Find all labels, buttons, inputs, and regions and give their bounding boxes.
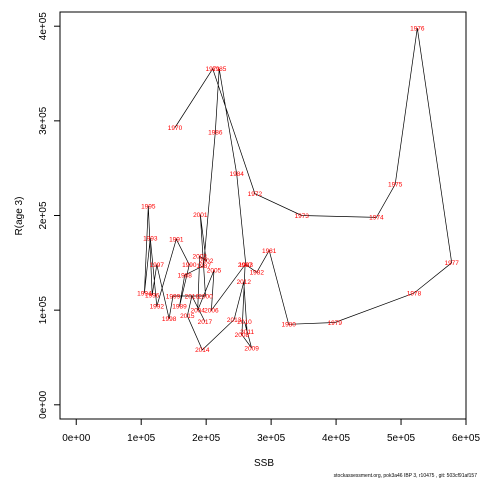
point-label-2009: 2009: [244, 345, 259, 352]
point-label-1995: 1995: [141, 203, 156, 210]
point-label-1996: 1996: [145, 292, 160, 299]
point-label-1992: 1992: [150, 304, 165, 311]
point-label-1975: 1975: [388, 182, 403, 189]
point-label-2008: 2008: [235, 332, 250, 339]
point-label-1979: 1979: [328, 320, 343, 327]
point-label-1985: 1985: [212, 66, 227, 73]
x-axis-title: SSB: [254, 458, 274, 469]
x-tick-label: 6e+05: [452, 433, 480, 444]
point-label-1993: 1993: [143, 236, 158, 243]
point-label-1974: 1974: [369, 215, 384, 222]
point-label-2014: 2014: [195, 347, 210, 354]
y-axis: 0e+00 1e+05 2e+05 3e+05 4e+05: [38, 12, 60, 419]
point-label-2013: 2013: [227, 317, 242, 324]
point-label-1976: 1976: [410, 25, 425, 32]
point-label-1984: 1984: [229, 171, 244, 178]
x-tick-label: 4e+05: [322, 433, 351, 444]
point-label-2000: 2000: [198, 293, 213, 300]
point-label-1980: 1980: [281, 322, 296, 329]
point-label-2007: 2007: [238, 262, 253, 269]
point-label-2006: 2006: [204, 308, 219, 315]
point-label-2015: 2015: [180, 313, 195, 320]
point-label-1988: 1988: [177, 272, 192, 279]
point-label-1983: 1983: [239, 262, 254, 269]
point-label-1991: 1991: [169, 237, 184, 244]
x-tick-label: 0e+00: [62, 433, 91, 444]
point-label-1990: 1990: [182, 262, 197, 269]
point-label-1977: 1977: [444, 260, 459, 267]
y-tick-label: 2e+05: [38, 201, 49, 230]
point-label-1982: 1982: [250, 270, 265, 277]
point-label-1999: 1999: [166, 293, 181, 300]
y-tick-label: 0e+00: [38, 390, 49, 419]
point-label-2005: 2005: [207, 268, 222, 275]
y-axis-title: R(age 3): [14, 197, 25, 236]
x-tick-label: 1e+05: [127, 433, 156, 444]
x-tick-label: 5e+05: [387, 433, 416, 444]
point-label-1998: 1998: [162, 316, 177, 323]
point-label-2017: 2017: [198, 319, 213, 326]
point-label-2012: 2012: [237, 279, 252, 286]
point-label-1970: 1970: [168, 125, 183, 132]
point-label-2016: 2016: [185, 293, 200, 300]
point-label-2003: 2003: [192, 254, 207, 261]
point-label-2010: 2010: [237, 319, 252, 326]
y-tick-label: 3e+05: [38, 106, 49, 135]
point-label-1997: 1997: [150, 262, 165, 269]
point-label-1971: 1971: [205, 66, 220, 73]
point-label-1972: 1972: [248, 191, 263, 198]
point-label-2001: 2001: [193, 212, 208, 219]
point-label-1973: 1973: [294, 213, 309, 220]
plot-frame: [59, 11, 467, 420]
point-label-1987: 1987: [196, 263, 211, 270]
point-label-1978: 1978: [407, 290, 422, 297]
point-label-2011: 2011: [240, 329, 254, 336]
point-label-2004: 2004: [190, 308, 205, 315]
point-label-2002: 2002: [199, 258, 214, 265]
x-tick-label: 3e+05: [257, 433, 286, 444]
point-labels: 1970 1971 1972 1973 1974 1975 1976 1977 1978 1979…: [137, 25, 459, 354]
x-tick-label: 2e+05: [192, 433, 221, 444]
y-tick-label: 1e+05: [38, 296, 49, 325]
series-line: [144, 28, 453, 351]
footer-credit: stockassessment.org, pok3a46 IBP 3, r104…: [333, 473, 477, 479]
point-label-1994: 1994: [137, 290, 152, 297]
x-axis: 0e+00 1e+05 2e+05 3e+05 4e+05 5e+05 6e+05: [62, 419, 480, 444]
y-tick-label: 4e+05: [38, 12, 49, 41]
point-label-1986: 1986: [208, 130, 223, 137]
point-label-1989: 1989: [172, 304, 187, 311]
point-label-1981: 1981: [262, 248, 277, 255]
